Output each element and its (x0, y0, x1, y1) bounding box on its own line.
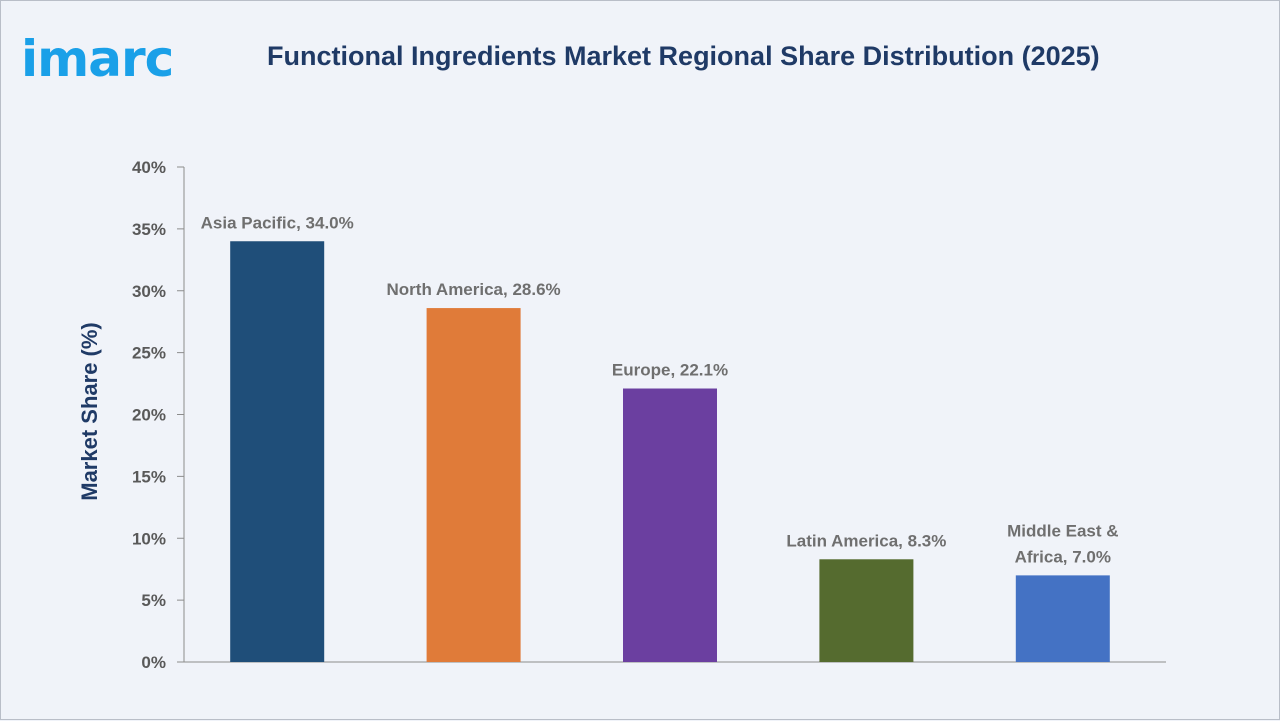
y-axis-title: Market Share (%) (77, 322, 102, 501)
data-label: Middle East & (1007, 521, 1118, 540)
y-tick-label: 20% (132, 406, 166, 425)
data-label: North America, 28.6% (387, 280, 561, 299)
bar-1 (426, 308, 521, 662)
y-tick-label: 5% (141, 591, 166, 610)
bar-4 (1015, 575, 1110, 662)
y-tick-label: 30% (132, 282, 166, 301)
data-label: Asia Pacific, 34.0% (201, 213, 354, 232)
y-tick-label: 15% (132, 467, 166, 486)
y-tick-label: 40% (132, 158, 166, 177)
imarc-logo: imarc (21, 31, 174, 88)
data-label: Africa, 7.0% (1015, 547, 1111, 566)
bar-2 (623, 388, 717, 662)
data-label: Latin America, 8.3% (786, 531, 946, 550)
y-tick-label: 35% (132, 220, 166, 239)
y-tick-label: 10% (132, 529, 166, 548)
bar-0 (230, 241, 325, 662)
data-label: Europe, 22.1% (612, 361, 728, 380)
y-tick-label: 0% (141, 653, 166, 672)
logo-text: imarc (21, 31, 173, 88)
y-tick-label: 25% (132, 344, 166, 363)
bar-3 (819, 559, 914, 662)
chart-title: Functional Ingredients Market Regional S… (267, 41, 1100, 71)
